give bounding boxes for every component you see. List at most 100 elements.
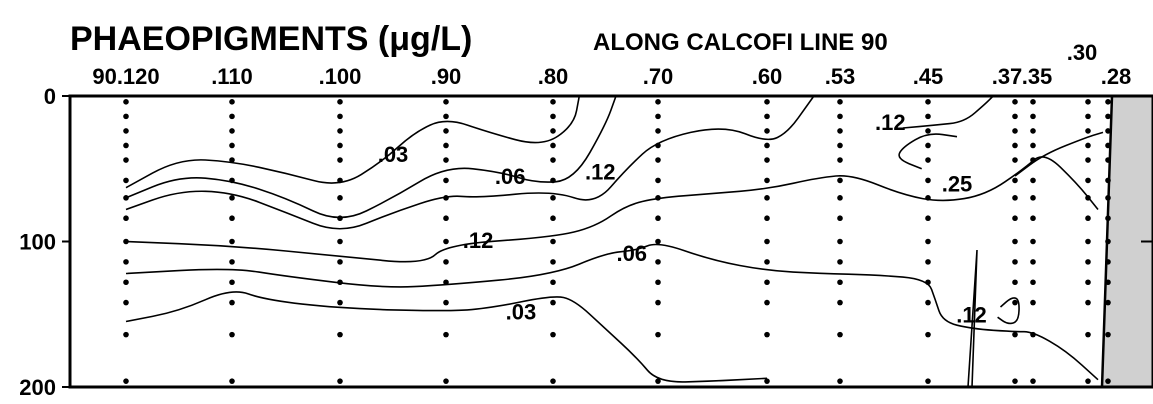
- sample-point: [1030, 99, 1036, 105]
- contour-line-25: [898, 133, 958, 170]
- sample-point: [1030, 238, 1036, 245]
- sample-point: [1012, 331, 1018, 338]
- sample-point: [1105, 177, 1111, 184]
- sample-point: [550, 331, 556, 338]
- sample-point: [550, 113, 556, 120]
- contour-label: .12: [585, 160, 616, 185]
- station-label: .28: [1101, 64, 1132, 89]
- sample-point: [1085, 238, 1091, 245]
- sample-point: [764, 279, 770, 286]
- sample-point: [550, 157, 556, 163]
- sample-point: [1085, 142, 1091, 149]
- sample-point: [655, 128, 661, 134]
- sample-point: [443, 331, 449, 338]
- sample-point: [123, 299, 129, 306]
- sample-point: [1105, 195, 1111, 201]
- sample-point: [1105, 113, 1111, 120]
- sample-point: [764, 195, 770, 201]
- sample-point: [1012, 157, 1018, 163]
- contour-label: .03: [378, 142, 409, 167]
- sample-point: [764, 128, 770, 134]
- sample-point: [443, 378, 449, 384]
- sample-point: [655, 279, 661, 286]
- sample-point: [925, 142, 931, 149]
- sample-point: [1012, 128, 1018, 134]
- sample-point: [1105, 331, 1111, 338]
- depth-tick-label: 0: [44, 84, 56, 109]
- sample-point: [837, 279, 843, 286]
- sample-point: [837, 128, 843, 134]
- sample-point: [1105, 299, 1111, 306]
- sample-point: [229, 157, 235, 163]
- sample-point: [229, 195, 235, 201]
- sample-point: [123, 279, 129, 286]
- sample-point: [123, 128, 129, 134]
- sample-point: [550, 215, 556, 222]
- station-label: .53: [825, 64, 856, 89]
- sample-point: [1012, 215, 1018, 222]
- sample-point: [229, 378, 235, 384]
- sample-point: [1105, 157, 1111, 163]
- sample-point: [1105, 259, 1111, 265]
- sample-point: [337, 142, 343, 149]
- sample-point: [1105, 279, 1111, 286]
- sample-point: [229, 142, 235, 149]
- sample-point: [1085, 279, 1091, 286]
- sample-point: [123, 157, 129, 163]
- sample-point: [925, 238, 931, 245]
- sample-point: [837, 331, 843, 338]
- sample-point: [1012, 195, 1018, 201]
- sample-point: [229, 331, 235, 338]
- sample-point: [1085, 113, 1091, 120]
- sample-point: [123, 113, 129, 120]
- sample-point: [1085, 259, 1091, 265]
- sample-point: [443, 113, 449, 120]
- sample-point: [229, 113, 235, 120]
- sample-point: [1105, 99, 1111, 105]
- sample-point: [443, 279, 449, 286]
- sample-point: [229, 99, 235, 105]
- sample-point: [229, 128, 235, 134]
- sample-point: [337, 128, 343, 134]
- sample-point: [1085, 157, 1091, 163]
- sample-point: [1030, 128, 1036, 134]
- contour-line-12: [967, 249, 978, 388]
- sample-point: [443, 177, 449, 184]
- sample-point: [1012, 378, 1018, 384]
- contour-label: .06: [495, 164, 526, 189]
- sample-point: [764, 238, 770, 245]
- depth-tick-label: 200: [19, 375, 56, 400]
- sample-point: [655, 215, 661, 222]
- contour-line-12: [997, 297, 1020, 325]
- sample-point: [655, 238, 661, 245]
- depth-axis: 0 100 200: [19, 84, 1153, 400]
- sample-point: [1012, 142, 1018, 149]
- contour-label: .12: [463, 228, 494, 253]
- sample-point: [1030, 215, 1036, 222]
- sample-point: [837, 99, 843, 105]
- sample-point: [550, 378, 556, 384]
- sample-point: [337, 99, 343, 105]
- sample-point: [443, 128, 449, 134]
- station-label: .37: [992, 64, 1023, 89]
- sample-point: [837, 142, 843, 149]
- sample-point: [443, 215, 449, 222]
- sample-point: [1030, 177, 1036, 184]
- sample-point: [837, 177, 843, 184]
- sample-point: [925, 113, 931, 120]
- sample-point: [550, 99, 556, 105]
- station-label: 90.120: [92, 64, 159, 89]
- sample-point: [443, 142, 449, 149]
- contour-line-12: [125, 156, 1099, 263]
- sample-point: [1012, 299, 1018, 306]
- sample-point: [337, 299, 343, 306]
- sample-point: [337, 259, 343, 265]
- sample-point: [925, 215, 931, 222]
- sample-point: [1030, 113, 1036, 120]
- sample-point: [655, 299, 661, 306]
- sample-point: [123, 259, 129, 265]
- sample-point: [443, 259, 449, 265]
- sample-point: [443, 99, 449, 105]
- sample-point: [764, 378, 770, 384]
